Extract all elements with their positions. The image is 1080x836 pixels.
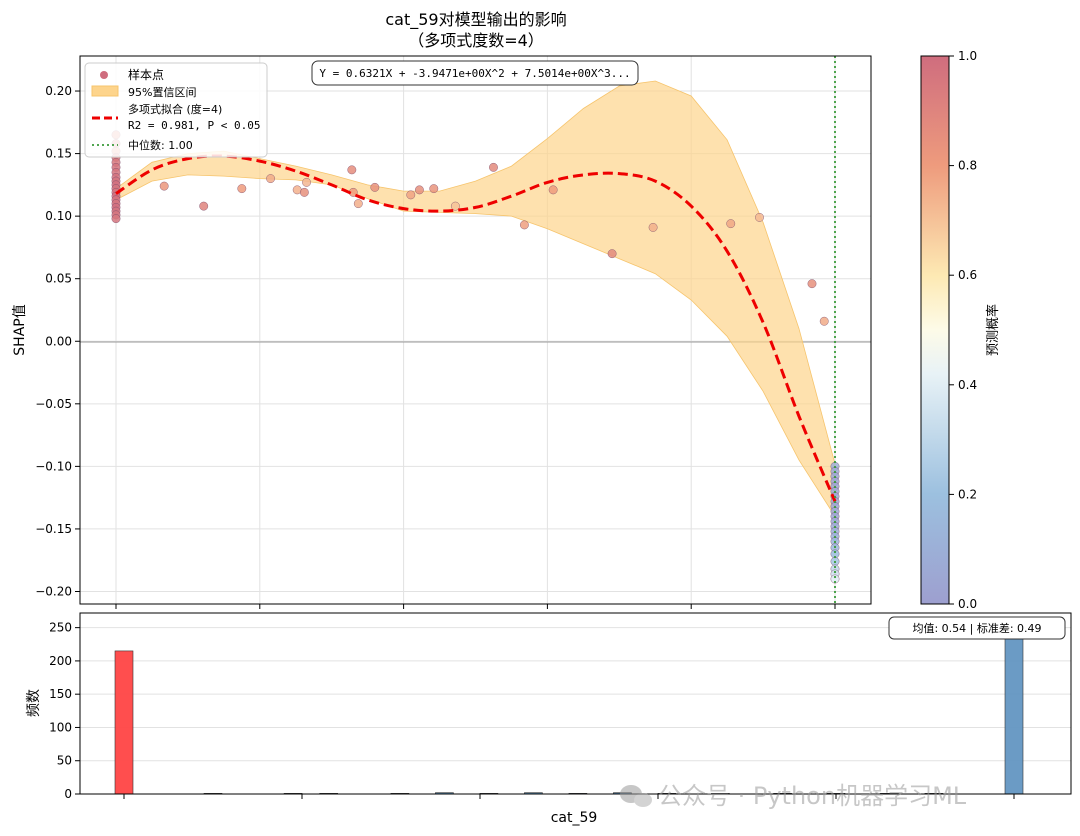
colorbar-tick-label: 0.4 bbox=[958, 378, 977, 392]
stats-box: 均值: 0.54 | 标准差: 0.49 bbox=[888, 616, 1066, 640]
legend-band-icon bbox=[91, 85, 119, 97]
y-axis-ticks: −0.20 −0.15 −0.10 −0.05 0.00 0.05 0.10 0.15 0.20 bbox=[35, 84, 80, 598]
hist-y-tick-label: 150 bbox=[49, 687, 72, 701]
legend-label-band: 95%置信区间 bbox=[128, 86, 196, 99]
sample-point bbox=[370, 182, 380, 192]
x-axis-ticks bbox=[115, 604, 836, 609]
sample-point bbox=[726, 219, 736, 229]
sample-point bbox=[111, 214, 121, 224]
colorbar-label: 预测概率 bbox=[985, 304, 1001, 356]
sample-point bbox=[819, 316, 829, 326]
sample-point bbox=[237, 184, 247, 194]
legend-label-fit-stats: R2 = 0.981, P < 0.05 bbox=[128, 119, 260, 132]
sample-point bbox=[159, 181, 169, 191]
hist-bar bbox=[1004, 624, 1024, 795]
stats-text: 均值: 0.54 | 标准差: 0.49 bbox=[912, 621, 1041, 635]
legend-label-fit: 多项式拟合 (度=4) bbox=[128, 102, 222, 116]
y-tick-label: 0.15 bbox=[45, 147, 72, 161]
hist-y-tick-label: 0 bbox=[64, 787, 72, 801]
colorbar-tick-label: 1.0 bbox=[958, 49, 977, 63]
colorbar: 0.0 0.2 0.4 0.6 0.8 1.0 预测概率 bbox=[920, 49, 1001, 611]
y-tick-label: 0.05 bbox=[45, 272, 72, 286]
sample-point bbox=[299, 187, 309, 197]
legend-marker-icon bbox=[100, 71, 108, 79]
histogram: 0 50 100 150 200 250 频数 cat_59 均值: 0.54 | 标准差… bbox=[26, 612, 1072, 826]
colorbar-tick-label: 0.2 bbox=[958, 487, 977, 501]
hist-bar bbox=[114, 650, 134, 795]
equation-box: Y = 0.6321X + -3.9471e+00X^2 + 7.5014e+0… bbox=[311, 60, 639, 86]
hist-frame bbox=[79, 612, 1072, 795]
y-tick-label: 0.10 bbox=[45, 209, 72, 223]
hist-y-ticks: 0 50 100 150 200 250 bbox=[49, 621, 80, 801]
sample-point bbox=[548, 185, 558, 195]
watermark-text: 公众号 · Python机器学习ML bbox=[658, 782, 967, 810]
sample-point bbox=[489, 162, 498, 172]
sample-point bbox=[607, 249, 617, 259]
sample-point bbox=[406, 190, 416, 200]
hist-y-tick-label: 250 bbox=[49, 621, 72, 635]
sample-point bbox=[807, 279, 817, 289]
hist-bars bbox=[114, 624, 1024, 795]
colorbar-gradient bbox=[920, 55, 950, 605]
watermark: 公众号 · Python机器学习ML bbox=[620, 782, 967, 810]
sample-point bbox=[755, 212, 764, 222]
sample-points bbox=[111, 130, 840, 584]
y-tick-label: 0.20 bbox=[45, 84, 72, 98]
sample-point bbox=[302, 177, 311, 187]
y-axis-label: SHAP值 bbox=[12, 304, 28, 355]
chart-subtitle: （多项式度数=4） bbox=[408, 31, 544, 50]
sample-point bbox=[830, 574, 840, 584]
hist-y-label: 频数 bbox=[26, 689, 42, 717]
colorbar-tick-label: 0.0 bbox=[958, 597, 977, 611]
colorbar-ticks: 0.0 0.2 0.4 0.6 0.8 1.0 bbox=[949, 49, 977, 611]
colorbar-tick-label: 0.6 bbox=[958, 268, 977, 282]
sample-point bbox=[429, 184, 439, 194]
legend-label-median: 中位数: 1.00 bbox=[128, 138, 193, 152]
hist-y-tick-label: 200 bbox=[49, 654, 72, 668]
legend-label-points: 样本点 bbox=[128, 67, 164, 82]
hist-x-label: cat_59 bbox=[551, 810, 598, 826]
hist-x-ticks bbox=[123, 794, 1015, 799]
hist-y-tick-label: 100 bbox=[49, 720, 72, 734]
y-tick-label: −0.05 bbox=[35, 397, 72, 411]
y-tick-label: −0.20 bbox=[35, 584, 72, 598]
sample-point bbox=[415, 185, 424, 195]
scatter-plot: −0.20 −0.15 −0.10 −0.05 0.00 0.05 0.10 0.15 0.20… bbox=[12, 55, 872, 609]
sample-point bbox=[199, 201, 209, 211]
sample-point bbox=[519, 220, 529, 230]
y-tick-label: −0.15 bbox=[35, 522, 72, 536]
hist-y-tick-label: 50 bbox=[57, 754, 72, 768]
sample-point bbox=[648, 223, 658, 232]
sample-point bbox=[353, 199, 363, 209]
y-tick-label: −0.10 bbox=[35, 459, 72, 473]
y-tick-label: 0.00 bbox=[45, 334, 72, 348]
main-frame bbox=[79, 55, 872, 605]
chart-title: cat_59对模型输出的影响 bbox=[385, 10, 566, 30]
wechat-icon bbox=[620, 785, 652, 807]
sample-point bbox=[450, 201, 460, 211]
equation-text: Y = 0.6321X + -3.9471e+00X^2 + 7.5014e+0… bbox=[319, 67, 630, 80]
legend: 样本点 95%置信区间 多项式拟合 (度=4) R2 = 0.981, P < … bbox=[84, 62, 268, 158]
colorbar-tick-label: 0.8 bbox=[958, 159, 977, 173]
hist-grid bbox=[80, 627, 1071, 795]
sample-point bbox=[266, 174, 275, 184]
sample-point bbox=[347, 165, 357, 175]
